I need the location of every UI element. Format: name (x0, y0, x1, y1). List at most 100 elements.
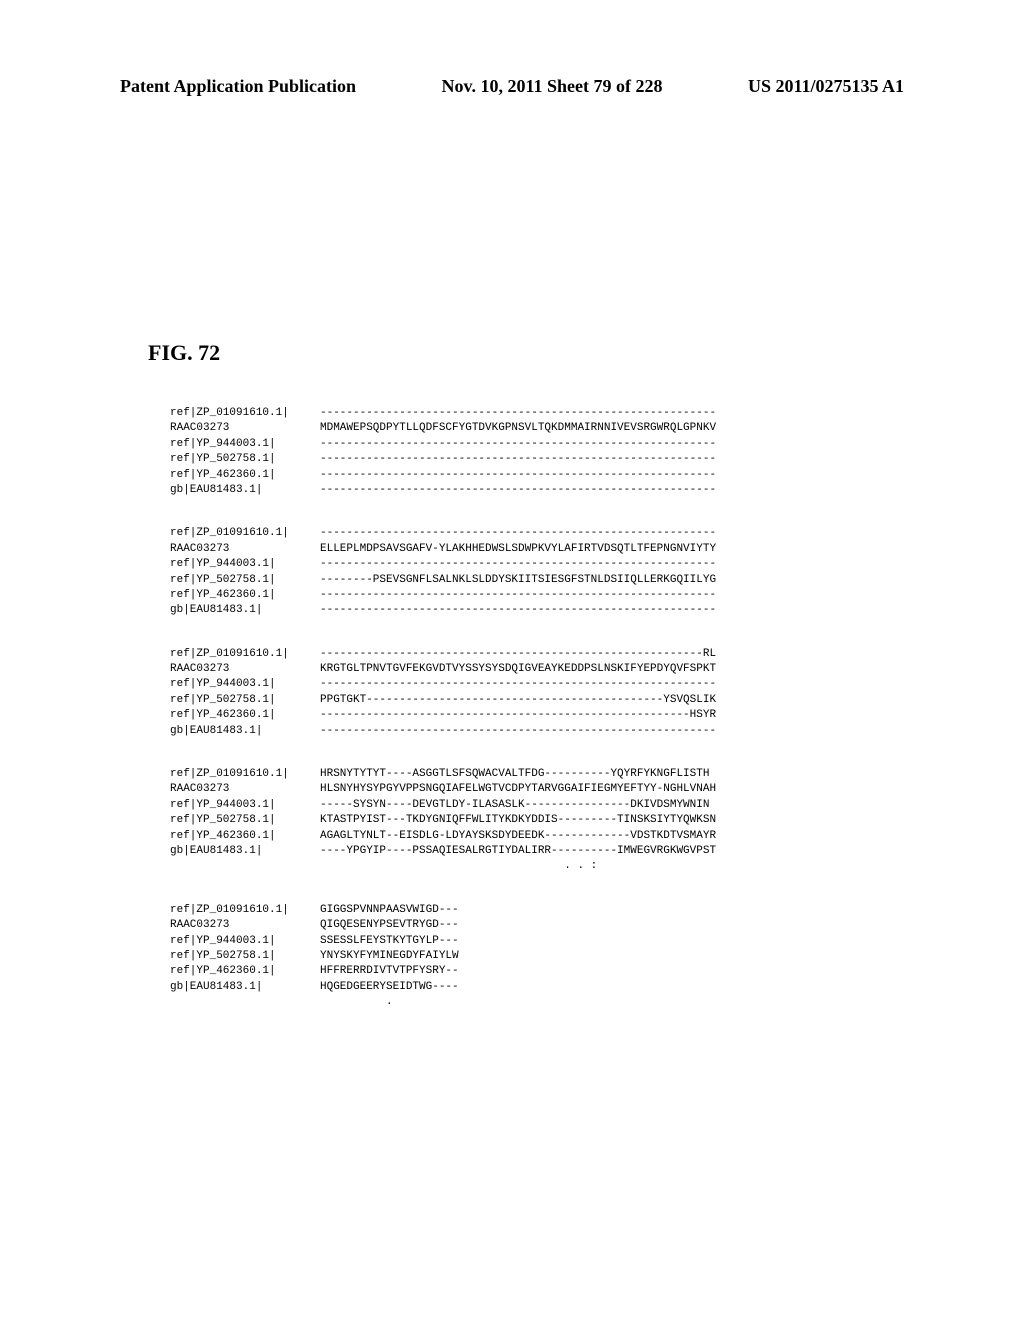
header-left-text: Patent Application Publication (120, 76, 356, 97)
sequence-label: gb|EAU81483.1| (170, 844, 320, 859)
sequence-value: GIGGSPVNNPAASVWIGD--- (320, 903, 924, 918)
sequence-value: MDMAWEPSQDPYTLLQDFSCFYGTDVKGPNSVLTQKDMMA… (320, 421, 924, 436)
sequence-label: RAAC03273 (170, 782, 320, 797)
sequence-row: ref|YP_462360.1|------------------------… (170, 468, 924, 483)
sequence-label: ref|ZP_01091610.1| (170, 526, 320, 541)
sequence-value: ----------------------------------------… (320, 437, 924, 452)
sequence-label: ref|YP_502758.1| (170, 813, 320, 828)
sequence-value: -----SYSYN----DEVGTLDY-ILASASLK---------… (320, 798, 924, 813)
alignment-block: ref|ZP_01091610.1|----------------------… (170, 526, 924, 618)
sequence-label: gb|EAU81483.1| (170, 980, 320, 995)
sequence-label: RAAC03273 (170, 421, 320, 436)
sequence-label: gb|EAU81483.1| (170, 483, 320, 498)
page-header: Patent Application Publication Nov. 10, … (0, 76, 1024, 97)
sequence-value: SSESSLFEYSTKYTGYLP--- (320, 934, 924, 949)
sequence-label: ref|YP_944003.1| (170, 677, 320, 692)
sequence-row: RAAC03273HLSNYHYSYPGYVPPSNGQIAFELWGTVCDP… (170, 782, 924, 797)
header-center-text: Nov. 10, 2011 Sheet 79 of 228 (441, 76, 662, 97)
sequence-row: ref|YP_462360.1|------------------------… (170, 708, 924, 723)
sequence-row: ref|YP_502758.1|YNYSKYFYMINEGDYFAIYLW (170, 949, 924, 964)
sequence-value: ----------------------------------------… (320, 588, 924, 603)
sequence-value: --------PSEVSGNFLSALNKLSLDDYSKIITSIESGFS… (320, 573, 924, 588)
sequence-label: ref|YP_944003.1| (170, 437, 320, 452)
figure-title: FIG. 72 (148, 340, 924, 366)
sequence-label: ref|YP_502758.1| (170, 693, 320, 708)
sequence-row: ref|ZP_01091610.1|----------------------… (170, 647, 924, 662)
sequence-row: ref|YP_502758.1|PPGTGKT-----------------… (170, 693, 924, 708)
alignment-block: ref|ZP_01091610.1|HRSNYTYTYT----ASGGTLSF… (170, 767, 924, 875)
sequence-row: ref|YP_944003.1|SSESSLFEYSTKYTGYLP--- (170, 934, 924, 949)
sequence-row: gb|EAU81483.1|--------------------------… (170, 724, 924, 739)
consensus-row: . (170, 995, 924, 1010)
sequence-alignment: ref|ZP_01091610.1|----------------------… (148, 406, 924, 1011)
sequence-label: ref|ZP_01091610.1| (170, 767, 320, 782)
sequence-value: ----------------------------------------… (320, 483, 924, 498)
sequence-row: ref|ZP_01091610.1|HRSNYTYTYT----ASGGTLSF… (170, 767, 924, 782)
sequence-value: KTASTPYIST---TKDYGNIQFFWLITYKDKYDDIS----… (320, 813, 924, 828)
sequence-row: ref|ZP_01091610.1|----------------------… (170, 526, 924, 541)
alignment-block: ref|ZP_01091610.1|GIGGSPVNNPAASVWIGD---R… (170, 903, 924, 1011)
sequence-row: RAAC03273KRGTGLTPNVTGVFEKGVDTVYSSYSYSDQI… (170, 662, 924, 677)
sequence-row: ref|YP_502758.1|KTASTPYIST---TKDYGNIQFFW… (170, 813, 924, 828)
sequence-label: RAAC03273 (170, 542, 320, 557)
sequence-label: ref|ZP_01091610.1| (170, 406, 320, 421)
sequence-label: RAAC03273 (170, 918, 320, 933)
sequence-row: ref|YP_944003.1|-----SYSYN----DEVGTLDY-I… (170, 798, 924, 813)
sequence-value: ----------------------------------------… (320, 724, 924, 739)
sequence-value: ELLEPLMDPSAVSGAFV-YLAKHHEDWSLSDWPKVYLAFI… (320, 542, 924, 557)
sequence-value: ----------------------------------------… (320, 526, 924, 541)
sequence-value: QIGQESENYPSEVTRYGD--- (320, 918, 924, 933)
sequence-value: ----YPGYIP----PSSAQIESALRGTIYDALIRR-----… (320, 844, 924, 859)
sequence-value: ----------------------------------------… (320, 406, 924, 421)
sequence-label: gb|EAU81483.1| (170, 603, 320, 618)
sequence-label: ref|YP_462360.1| (170, 708, 320, 723)
sequence-row: ref|YP_462360.1|AGAGLTYNLT--EISDLG-LDYAY… (170, 829, 924, 844)
sequence-row: gb|EAU81483.1|--------------------------… (170, 603, 924, 618)
sequence-value: YNYSKYFYMINEGDYFAIYLW (320, 949, 924, 964)
sequence-value: ----------------------------------------… (320, 708, 924, 723)
sequence-label: ref|YP_462360.1| (170, 468, 320, 483)
sequence-label: ref|YP_944003.1| (170, 798, 320, 813)
sequence-row: gb|EAU81483.1|HQGEDGEERYSEIDTWG---- (170, 980, 924, 995)
sequence-value: ----------------------------------------… (320, 452, 924, 467)
sequence-label: ref|YP_462360.1| (170, 964, 320, 979)
sequence-label: ref|YP_462360.1| (170, 588, 320, 603)
sequence-label: ref|YP_462360.1| (170, 829, 320, 844)
sequence-row: RAAC03273ELLEPLMDPSAVSGAFV-YLAKHHEDWSLSD… (170, 542, 924, 557)
sequence-value: HQGEDGEERYSEIDTWG---- (320, 980, 924, 995)
sequence-label: ref|YP_944003.1| (170, 934, 320, 949)
sequence-value: ----------------------------------------… (320, 677, 924, 692)
consensus-value: . . : (320, 859, 924, 874)
alignment-block: ref|ZP_01091610.1|----------------------… (170, 647, 924, 739)
sequence-row: ref|YP_944003.1|------------------------… (170, 437, 924, 452)
sequence-value: HRSNYTYTYT----ASGGTLSFSQWACVALTFDG------… (320, 767, 924, 782)
sequence-row: ref|YP_462360.1|------------------------… (170, 588, 924, 603)
sequence-label: gb|EAU81483.1| (170, 724, 320, 739)
sequence-label: ref|YP_502758.1| (170, 452, 320, 467)
sequence-row: ref|ZP_01091610.1|GIGGSPVNNPAASVWIGD--- (170, 903, 924, 918)
sequence-value: ----------------------------------------… (320, 557, 924, 572)
sequence-row: ref|YP_502758.1|--------PSEVSGNFLSALNKLS… (170, 573, 924, 588)
sequence-label: ref|YP_502758.1| (170, 573, 320, 588)
sequence-label: ref|ZP_01091610.1| (170, 903, 320, 918)
figure-content: FIG. 72 ref|ZP_01091610.1|--------------… (148, 340, 924, 1039)
sequence-row: gb|EAU81483.1|--------------------------… (170, 483, 924, 498)
sequence-value: PPGTGKT---------------------------------… (320, 693, 924, 708)
consensus-row: . . : (170, 859, 924, 874)
sequence-label: ref|ZP_01091610.1| (170, 647, 320, 662)
sequence-row: RAAC03273QIGQESENYPSEVTRYGD--- (170, 918, 924, 933)
sequence-value: KRGTGLTPNVTGVFEKGVDTVYSSYSYSDQIGVEAYKEDD… (320, 662, 924, 677)
sequence-label: ref|YP_502758.1| (170, 949, 320, 964)
sequence-label: ref|YP_944003.1| (170, 557, 320, 572)
sequence-value: ----------------------------------------… (320, 603, 924, 618)
sequence-value: HFFRERRDIVTVTPFYSRY-- (320, 964, 924, 979)
header-right-text: US 2011/0275135 A1 (748, 76, 904, 97)
sequence-row: gb|EAU81483.1|----YPGYIP----PSSAQIESALRG… (170, 844, 924, 859)
sequence-value: AGAGLTYNLT--EISDLG-LDYAYSKSDYDEEDK------… (320, 829, 924, 844)
sequence-value: HLSNYHYSYPGYVPPSNGQIAFELWGTVCDPYTARVGGAI… (320, 782, 924, 797)
sequence-row: ref|YP_462360.1|HFFRERRDIVTVTPFYSRY-- (170, 964, 924, 979)
sequence-value: ----------------------------------------… (320, 647, 924, 662)
alignment-block: ref|ZP_01091610.1|----------------------… (170, 406, 924, 498)
sequence-row: ref|YP_944003.1|------------------------… (170, 557, 924, 572)
sequence-label: RAAC03273 (170, 662, 320, 677)
